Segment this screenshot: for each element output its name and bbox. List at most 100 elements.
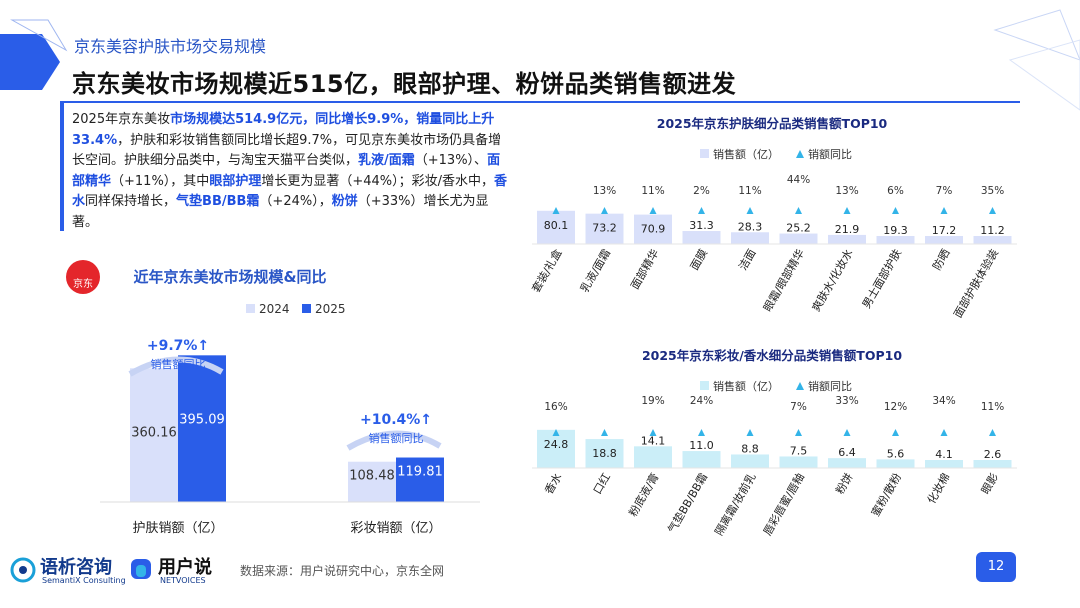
mk-bar-value-1: 18.8 bbox=[592, 447, 617, 460]
skin-growth-marker-7 bbox=[892, 207, 899, 214]
mk-title: 2025年京东彩妆/香水细分品类销售额TOP10 bbox=[642, 348, 902, 363]
page-number: 12 bbox=[976, 552, 1016, 582]
skin-category-9: 面部护肤体验装 bbox=[950, 247, 1001, 321]
skin-bar-1 bbox=[585, 213, 624, 244]
mk-category-9: 眼影 bbox=[979, 471, 1001, 497]
mk-growth-marker-0 bbox=[552, 429, 560, 436]
legend-swatch-2024 bbox=[246, 304, 255, 313]
legend-swatch-2025 bbox=[302, 304, 311, 313]
mk-category-6: 粉饼 bbox=[832, 471, 855, 497]
skin-bar-9 bbox=[973, 236, 1012, 244]
skin-growth-marker-4 bbox=[746, 207, 754, 214]
skin-bar-value-8: 17.2 bbox=[932, 224, 957, 237]
skin-bar-value-4: 28.3 bbox=[738, 220, 763, 233]
skin-category-2: 面部精华 bbox=[627, 247, 661, 292]
skin-bar-value-0: 80.1 bbox=[544, 219, 569, 232]
mk-growth-label-5: 7% bbox=[790, 401, 807, 413]
mk-legend-swatch-bar bbox=[700, 381, 709, 390]
semantix-icon bbox=[10, 557, 36, 583]
summary-p1: 2025年京东美妆 bbox=[72, 112, 171, 127]
mk-bar-value-8: 4.1 bbox=[935, 448, 953, 461]
skin-growth-marker-8 bbox=[940, 207, 948, 214]
main-annotation-value-0: +9.7%↑ bbox=[147, 338, 209, 354]
main-bar-label-0-0: 360.16 bbox=[131, 425, 177, 440]
data-source: 数据来源：用户说研究中心，京东全网 bbox=[240, 564, 445, 578]
skin-growth-marker-3 bbox=[698, 207, 705, 214]
summary-p5: 增长更为显著（+44%）；彩妆/香水中， bbox=[261, 173, 494, 189]
semantix-logo: 语析咨询 SemantiX Consulting bbox=[10, 551, 126, 591]
skin-growth-label-9: 35% bbox=[981, 185, 1004, 197]
mk-category-0: 香水 bbox=[542, 471, 564, 497]
main-category-1: 彩妆销额（亿） bbox=[350, 521, 441, 536]
mk-legend-swatch-tri bbox=[796, 382, 804, 390]
mk-growth-marker-2 bbox=[649, 429, 657, 436]
summary-text: 2025年京东美妆市场规模达514.9亿元，同比增长9.9%，销量同比上升33.… bbox=[72, 110, 512, 233]
skin-category-1: 乳液/面霜 bbox=[577, 247, 613, 295]
mk-bar-3 bbox=[682, 451, 721, 468]
skin-growth-marker-2 bbox=[649, 207, 657, 214]
summary-accent-bar bbox=[60, 101, 64, 231]
skin-bar-value-3: 31.3 bbox=[689, 219, 714, 232]
skin-legend-swatch-tri bbox=[796, 150, 804, 158]
mk-growth-label-2: 19% bbox=[641, 395, 664, 407]
mk-bar-value-3: 11.0 bbox=[689, 439, 714, 452]
main-bar-label-1-0: 108.48 bbox=[349, 469, 395, 484]
skin-legend-tri: 销额同比 bbox=[808, 147, 852, 161]
summary-p2: ，护肤和彩妆销售额同比增长超9.7%，可见京东美妆市场仍具备增长空间。护肤细分品… bbox=[72, 132, 502, 169]
mk-bar-value-0: 24.8 bbox=[544, 438, 569, 451]
main-annotation-arc-1 bbox=[346, 430, 442, 451]
skin-bar-5 bbox=[779, 233, 818, 244]
mk-growth-marker-1 bbox=[601, 429, 608, 436]
mk-bar-7 bbox=[876, 459, 915, 468]
skin-category-3: 面膜 bbox=[688, 247, 710, 273]
brand1-sub: SemantiX Consulting bbox=[42, 576, 126, 585]
skin-bar-3 bbox=[682, 231, 721, 244]
main-bar-label-1-1: 119.81 bbox=[397, 465, 443, 480]
mk-growth-marker-3 bbox=[698, 429, 705, 436]
jd-logo: 京东 bbox=[66, 260, 100, 294]
mk-growth-label-6: 33% bbox=[835, 395, 858, 407]
skin-title: 2025年京东护肤细分品类销售额TOP10 bbox=[657, 116, 888, 131]
skin-growth-label-5: 44% bbox=[787, 174, 810, 186]
main-bar-1-0 bbox=[348, 461, 396, 502]
mk-growth-marker-6 bbox=[843, 429, 851, 436]
mk-bar-value-7: 5.6 bbox=[887, 447, 905, 460]
summary-highlight-1: 市场规模达514.9亿元，同比增长9.9%，销量同比上升33.4% bbox=[72, 112, 495, 148]
skin-growth-label-2: 11% bbox=[641, 185, 664, 197]
skin-growth-label-8: 7% bbox=[936, 185, 953, 197]
mk-growth-label-0: 16% bbox=[544, 401, 567, 413]
skin-growth-label-3: 2% bbox=[693, 185, 710, 197]
summary-p8: （+33%）增长尤为显著。 bbox=[72, 194, 489, 230]
skin-bar-value-1: 73.2 bbox=[592, 222, 617, 235]
mk-bar-value-9: 2.6 bbox=[984, 448, 1002, 461]
summary-p6: 同样保持增长， bbox=[85, 194, 177, 209]
main-annotation-arc-0 bbox=[128, 356, 224, 377]
page-subtitle: 京东美容护肤市场交易规模 bbox=[74, 37, 267, 56]
skin-bar-value-6: 21.9 bbox=[835, 223, 860, 236]
title-divider bbox=[60, 101, 1020, 103]
legend-label-2024: 2024 bbox=[259, 302, 290, 316]
mk-growth-label-7: 12% bbox=[884, 401, 907, 413]
mk-growth-label-8: 34% bbox=[932, 395, 955, 407]
brand2-sub: NETVOICES bbox=[160, 576, 206, 585]
skin-legend-swatch-bar bbox=[700, 149, 709, 158]
netvoices-logo: 用户说 NETVOICES bbox=[128, 551, 228, 591]
skin-bar-0 bbox=[537, 210, 575, 244]
skin-growth-marker-5 bbox=[795, 207, 802, 214]
mk-growth-marker-7 bbox=[892, 429, 899, 436]
mk-category-3: 气垫BB/BB霜 bbox=[665, 471, 711, 536]
summary-p7: （+24%）， bbox=[259, 194, 332, 209]
summary-highlight-2: 乳液/面霜 bbox=[358, 153, 415, 168]
mk-category-5: 唇彩唇蜜/唇釉 bbox=[760, 471, 807, 538]
legend-label-2025: 2025 bbox=[315, 302, 346, 316]
mk-growth-label-9: 11% bbox=[981, 401, 1004, 413]
main-annotation-value-1: +10.4%↑ bbox=[360, 412, 432, 428]
skin-bar-6 bbox=[828, 234, 866, 244]
skin-growth-label-6: 13% bbox=[835, 185, 858, 197]
summary-highlight-4: 眼部护理 bbox=[209, 173, 262, 189]
skin-bar-2 bbox=[634, 214, 672, 244]
skincare-top10-chart: 2025年京东护肤细分品类销售额TOP10 销售额（亿） 销额同比 80.1 套装/礼盒… bbox=[529, 116, 1017, 321]
mk-legend-bar: 销售额（亿） bbox=[713, 379, 779, 393]
skin-growth-label-4: 11% bbox=[738, 185, 761, 197]
